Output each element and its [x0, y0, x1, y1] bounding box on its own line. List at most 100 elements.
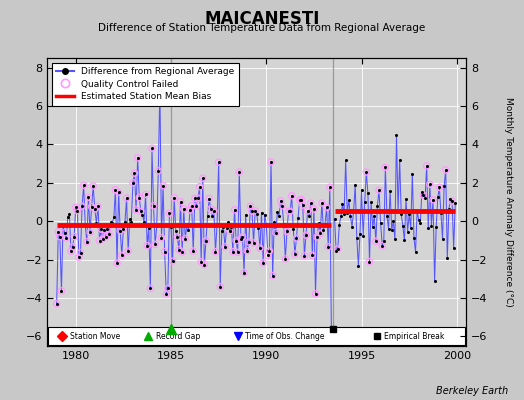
- Point: [416, 220, 424, 226]
- Point: [154, 168, 162, 174]
- Point: [108, 220, 116, 226]
- Point: [378, 243, 386, 249]
- Point: [257, 209, 266, 216]
- Point: [103, 226, 112, 232]
- Point: [86, 229, 94, 236]
- Point: [419, 192, 428, 198]
- Point: [217, 227, 226, 234]
- Point: [167, 224, 175, 230]
- Point: [237, 236, 245, 242]
- Point: [314, 220, 323, 226]
- Point: [229, 248, 237, 255]
- Point: [154, 168, 162, 174]
- Point: [394, 208, 402, 214]
- Point: [195, 184, 204, 190]
- Point: [114, 189, 123, 196]
- Point: [316, 230, 324, 236]
- Point: [192, 203, 201, 209]
- Point: [73, 208, 82, 214]
- Point: [106, 219, 115, 226]
- Point: [289, 226, 298, 232]
- Point: [180, 206, 188, 212]
- Point: [389, 218, 398, 224]
- Point: [308, 252, 316, 258]
- Point: [52, 300, 61, 307]
- Point: [243, 248, 252, 254]
- Point: [278, 202, 286, 209]
- Point: [343, 210, 352, 216]
- Point: [113, 260, 121, 266]
- Point: [335, 222, 344, 228]
- Point: [83, 238, 91, 245]
- Point: [163, 285, 172, 292]
- Point: [280, 221, 288, 228]
- Point: [54, 228, 62, 235]
- Point: [300, 253, 309, 259]
- Point: [408, 170, 417, 177]
- Point: [385, 226, 393, 232]
- Point: [94, 203, 102, 210]
- Point: [375, 187, 383, 193]
- Point: [305, 213, 313, 220]
- Point: [234, 249, 242, 256]
- Point: [378, 243, 386, 249]
- Point: [421, 195, 429, 202]
- Point: [302, 232, 310, 238]
- Point: [238, 234, 247, 240]
- Point: [188, 203, 196, 209]
- Point: [302, 232, 310, 238]
- Point: [268, 272, 277, 279]
- Point: [183, 221, 191, 227]
- Point: [127, 218, 136, 225]
- Point: [249, 240, 258, 246]
- Point: [297, 196, 305, 203]
- Point: [73, 208, 82, 214]
- Point: [268, 272, 277, 279]
- Point: [340, 211, 348, 218]
- Text: Record Gap: Record Gap: [156, 332, 200, 341]
- Point: [75, 254, 83, 260]
- Point: [367, 199, 375, 206]
- Point: [184, 227, 193, 234]
- Point: [56, 234, 64, 240]
- Point: [283, 228, 291, 235]
- Point: [165, 210, 173, 216]
- Point: [430, 278, 439, 284]
- Point: [123, 195, 131, 201]
- Point: [140, 218, 148, 225]
- Point: [149, 203, 158, 209]
- Point: [227, 224, 236, 230]
- Point: [435, 184, 443, 190]
- Point: [288, 192, 296, 199]
- Point: [264, 252, 272, 258]
- Point: [386, 188, 395, 194]
- Point: [362, 169, 370, 175]
- Point: [245, 239, 253, 245]
- Point: [216, 284, 224, 290]
- Point: [262, 221, 270, 228]
- Point: [54, 228, 62, 235]
- Point: [202, 238, 210, 244]
- Point: [88, 203, 96, 210]
- Point: [175, 246, 183, 253]
- Point: [95, 238, 104, 244]
- Point: [251, 208, 259, 214]
- Point: [346, 213, 355, 220]
- Point: [296, 197, 304, 203]
- Point: [135, 194, 144, 201]
- Point: [311, 290, 320, 297]
- Point: [60, 230, 69, 236]
- Point: [275, 212, 283, 219]
- Point: [327, 328, 335, 334]
- Point: [265, 248, 274, 254]
- Point: [138, 212, 147, 218]
- Point: [225, 228, 234, 234]
- Point: [256, 245, 264, 251]
- Point: [422, 163, 431, 169]
- Point: [178, 249, 187, 256]
- Point: [405, 211, 413, 218]
- Point: [151, 241, 159, 248]
- Point: [356, 231, 364, 238]
- Point: [105, 231, 113, 237]
- Point: [72, 204, 80, 211]
